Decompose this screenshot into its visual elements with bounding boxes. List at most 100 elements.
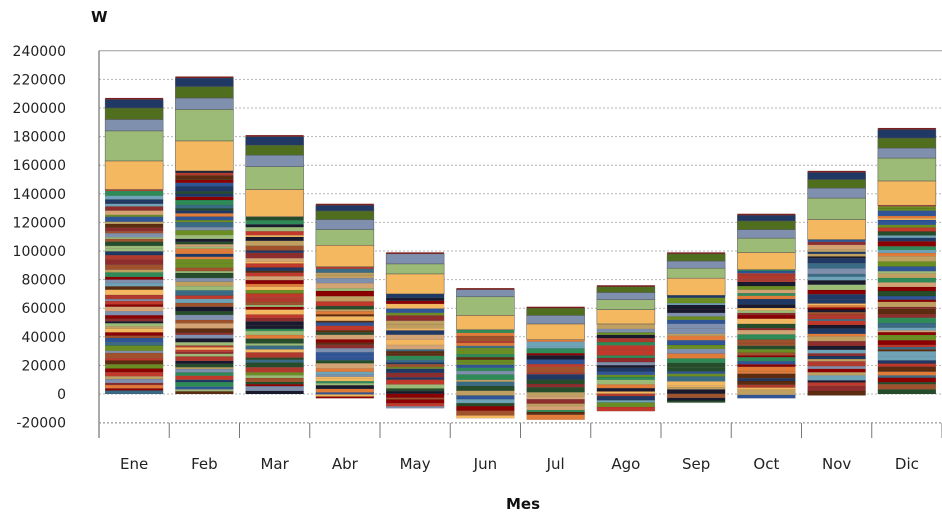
bar-segment [877, 208, 937, 211]
bar-segment [877, 356, 937, 361]
bar-segment [175, 345, 234, 348]
bar-segment [175, 295, 234, 300]
bar-segment [315, 314, 375, 317]
bar-segment [104, 231, 164, 234]
bar-segment [596, 367, 656, 372]
x-tick-label: May [400, 455, 431, 473]
bar-segment [666, 267, 726, 279]
bar-segment [526, 307, 585, 316]
bar-segment [526, 306, 585, 309]
bar-segment [807, 340, 866, 347]
y-tick-label: 0 [57, 387, 66, 403]
bar-segment [877, 219, 937, 225]
bar-segment [245, 306, 304, 310]
bar-segment [807, 170, 866, 173]
bar-segment [245, 250, 304, 253]
bar-segment [175, 259, 234, 264]
bar-segment [456, 399, 515, 404]
bar-segment [596, 361, 656, 366]
bar-segment [596, 365, 656, 368]
bar-segment [245, 245, 304, 251]
bar-segment [175, 332, 234, 335]
bar-segment [315, 316, 375, 321]
bar-segment [737, 310, 796, 314]
bar-segment [245, 240, 304, 246]
bar-segment [877, 363, 937, 367]
bar-segment [456, 289, 515, 298]
bar-segment [104, 332, 164, 336]
bar-segment [315, 296, 375, 302]
bar-segment [245, 154, 304, 167]
bar-segment [526, 392, 585, 397]
bar-segment [807, 336, 866, 342]
bar-segment [666, 371, 726, 374]
bar-segment [385, 355, 445, 360]
bar-segment [245, 189, 304, 217]
y-tick-label: 60000 [21, 301, 66, 317]
bar-segment [456, 415, 515, 419]
bar-segment [175, 381, 234, 387]
bar-segment [104, 326, 164, 329]
bar-segment [526, 409, 585, 413]
bar-segment [245, 231, 304, 236]
bar-segment [104, 300, 164, 305]
bar-segment [175, 234, 234, 240]
bar-segment [385, 334, 445, 340]
bar-segment [596, 376, 656, 380]
bar-segment [245, 383, 304, 387]
bar-segment [456, 367, 515, 372]
bar-segment [315, 266, 375, 269]
bar-segment [104, 360, 164, 365]
bar-segment [596, 387, 656, 392]
bar-segment [737, 312, 796, 316]
bar-segment [877, 206, 937, 209]
bar-segment [737, 229, 796, 239]
bar-segment [807, 318, 866, 321]
bar-segment [175, 76, 234, 78]
bar-segment [245, 367, 304, 373]
bar-segment [807, 324, 866, 329]
bar-segment [807, 349, 866, 354]
bar-segment [385, 388, 445, 392]
bar-segment [315, 322, 375, 326]
bar-segment [877, 180, 937, 206]
bar-segment [104, 335, 164, 339]
bar-segment [666, 367, 726, 372]
bar-segment [315, 277, 375, 284]
bar-segment [385, 362, 445, 365]
bar-segment [737, 342, 796, 346]
bar-segment [385, 390, 445, 394]
bar-segment [245, 349, 304, 353]
bar-segment [386, 252, 445, 254]
y-tick-label: 80000 [21, 273, 66, 289]
bar-segment [877, 331, 937, 336]
bar-segment [807, 328, 866, 334]
bar-segment [456, 385, 515, 391]
bar-segment [807, 289, 866, 295]
bar-segment [315, 320, 375, 323]
bar-segment [245, 297, 304, 303]
bar-segment [245, 267, 304, 272]
bar-segment [245, 144, 304, 156]
bar-segment [315, 396, 375, 399]
x-tick-label: Abr [332, 455, 359, 473]
bar-segment [877, 277, 937, 283]
y-tick-label: 20000 [21, 358, 66, 374]
bar-segment [104, 390, 164, 395]
y-tick-label: 180000 [13, 130, 66, 146]
bar-segment [526, 363, 585, 367]
bar-segment [385, 273, 445, 295]
bar-segment [315, 245, 375, 267]
bar-segment [245, 276, 304, 281]
bar-segment [245, 381, 304, 385]
bar-segment [245, 286, 304, 291]
bar-segment [245, 372, 304, 376]
bar-segment [104, 237, 164, 240]
bar-segment [104, 245, 164, 249]
bar-segment [315, 282, 375, 289]
bar-segment [385, 320, 445, 325]
bar-segment [666, 323, 726, 329]
bar-segment [877, 389, 937, 395]
bar-segment [877, 282, 937, 288]
